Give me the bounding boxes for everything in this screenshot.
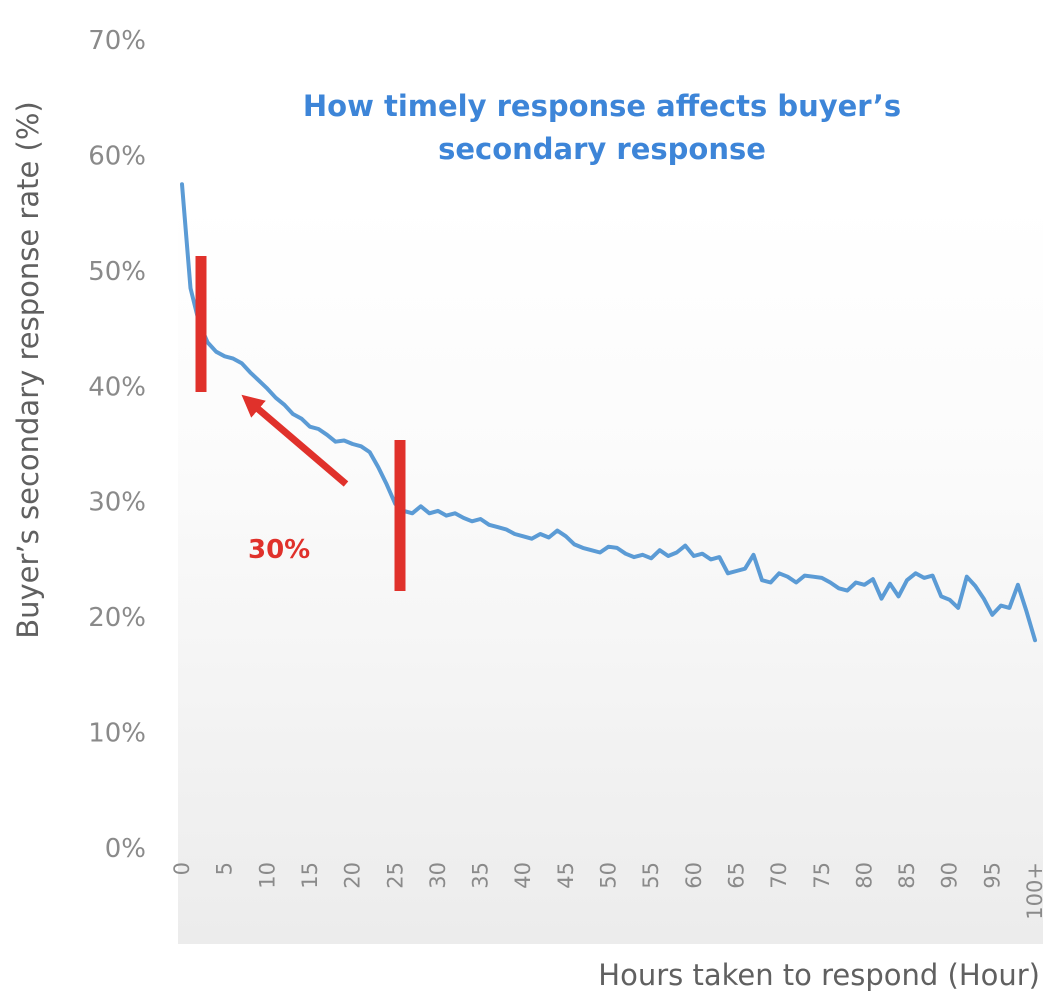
x-tick-label: 25 (383, 862, 407, 889)
x-tick-label: 45 (554, 862, 578, 889)
y-axis: 0% 10% 20% 30% 40% 50% 60% 70% (88, 26, 146, 864)
x-tick-label: 0 (170, 862, 194, 875)
annotation-label: 30% (248, 535, 310, 565)
plot-area (178, 200, 1043, 944)
x-tick-label: 50 (597, 862, 621, 889)
x-tick-label: 100+ (1023, 862, 1047, 920)
annotation-layer (195, 256, 406, 591)
x-tick-label: 15 (298, 862, 322, 889)
y-axis-title: Buyer’s secondary response rate (%) (11, 101, 45, 639)
x-tick-label: 5 (213, 862, 237, 875)
y-tick-label: 50% (88, 257, 146, 287)
x-tick-label: 85 (895, 862, 919, 889)
y-tick-label: 20% (88, 603, 146, 633)
x-tick-label: 80 (852, 862, 876, 889)
x-axis-title: Hours taken to respond (Hour) (598, 958, 1040, 992)
annotation-arrow (241, 394, 349, 487)
y-tick-label: 40% (88, 372, 146, 402)
x-tick-label: 75 (810, 862, 834, 889)
x-tick-label: 35 (469, 862, 493, 889)
x-tick-label: 90 (938, 862, 962, 889)
chart-title-line-1: How timely response affects buyer’s (303, 89, 901, 123)
series-layer (180, 182, 1037, 643)
x-tick-label: 10 (255, 862, 279, 889)
chart-title-line-2: secondary response (438, 132, 766, 166)
x-tick-label: 60 (682, 862, 706, 889)
x-tick-label: 30 (426, 862, 450, 889)
x-tick-label: 95 (980, 862, 1004, 889)
x-tick-label: 40 (511, 862, 535, 889)
x-tick-label: 20 (341, 862, 365, 889)
x-axis: 0 5 10 15 20 25 30 35 40 45 50 55 60 65 70 75 80 85 90 95 10… (170, 862, 1047, 920)
x-tick-label: 55 (639, 862, 663, 889)
y-tick-label: 70% (88, 26, 146, 56)
y-tick-label: 60% (88, 141, 146, 171)
y-tick-label: 10% (88, 719, 146, 749)
x-tick-label: 70 (767, 862, 791, 889)
y-tick-label: 0% (105, 834, 146, 864)
x-tick-label: 65 (724, 862, 748, 889)
series-line (180, 182, 1037, 643)
y-tick-label: 30% (88, 488, 146, 518)
